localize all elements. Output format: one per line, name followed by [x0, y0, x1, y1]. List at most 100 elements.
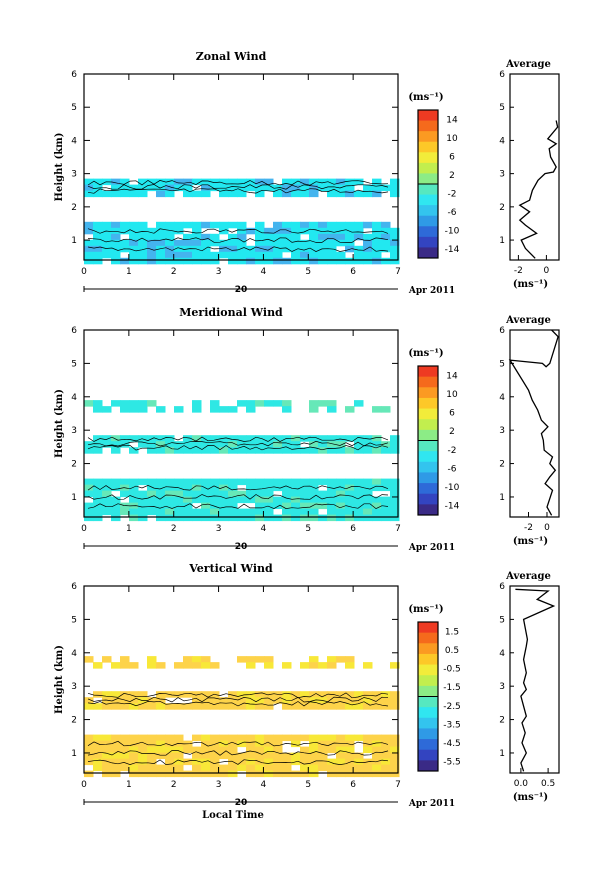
- heatmap-cell: [84, 703, 94, 710]
- heatmap-cell: [165, 740, 175, 748]
- heatmap-cell: [93, 245, 103, 253]
- heatmap-cell: [381, 227, 391, 235]
- heatmap-cell: [336, 656, 346, 663]
- heatmap-cell: [273, 245, 283, 253]
- heatmap-cell: [327, 239, 337, 247]
- heatmap-cell: [102, 740, 112, 748]
- colorbar-swatch: [418, 419, 438, 431]
- heatmap-cell: [228, 184, 238, 192]
- date-day: 20: [235, 798, 248, 808]
- heatmap-cell: [129, 257, 139, 265]
- colorbar-swatch: [418, 110, 438, 121]
- heatmap-cell: [210, 178, 220, 186]
- heatmap-cell: [237, 257, 247, 265]
- heatmap-cell: [291, 514, 301, 522]
- x-tick-label: 5: [305, 524, 311, 534]
- colorbar-swatch: [418, 247, 438, 259]
- heatmap-cell: [111, 691, 121, 698]
- heatmap-cell: [111, 746, 121, 754]
- heatmap-cell: [165, 239, 175, 247]
- heatmap-cell: [327, 184, 337, 192]
- heatmap-cell: [282, 508, 292, 516]
- heatmap-cell: [111, 662, 121, 669]
- heatmap-cell: [237, 178, 247, 186]
- heatmap-cell: [309, 221, 319, 229]
- heatmap-cell: [363, 190, 373, 198]
- heatmap-cell: [192, 478, 202, 486]
- heatmap-cell: [138, 703, 148, 710]
- heatmap-cell: [363, 496, 373, 504]
- colorbar-swatch: [418, 696, 438, 708]
- heatmap-cell: [165, 764, 175, 772]
- heatmap-cell: [102, 508, 112, 516]
- heatmap-cell: [93, 441, 103, 448]
- heatmap-cell: [327, 178, 337, 186]
- heatmap-cell: [372, 251, 382, 259]
- heatmap-cell: [309, 435, 319, 442]
- heatmap-cell: [84, 734, 94, 742]
- heatmap-cell: [255, 514, 265, 522]
- heatmap-cell: [309, 703, 319, 710]
- average-y-tick-label: 6: [499, 582, 505, 592]
- heatmap-cell: [300, 190, 310, 198]
- heatmap-cell: [138, 740, 148, 748]
- heatmap-cell: [264, 662, 274, 669]
- heatmap-cell: [129, 435, 139, 442]
- heatmap-cell: [372, 257, 382, 265]
- heatmap-cell: [228, 406, 238, 413]
- heatmap-cell: [156, 764, 166, 772]
- heatmap-cell: [120, 703, 130, 710]
- heatmap-cell: [300, 245, 310, 253]
- heatmap-cell: [84, 245, 94, 253]
- heatmap-cell: [291, 502, 301, 510]
- heatmap-cell: [255, 441, 265, 448]
- heatmap-cell: [129, 406, 139, 413]
- heatmap-cell: [318, 257, 328, 265]
- heatmap-cell: [93, 758, 103, 766]
- heatmap-cell: [165, 496, 175, 504]
- heatmap-cell: [201, 221, 211, 229]
- heatmap-cell: [93, 514, 103, 522]
- heatmap-cell: [93, 752, 103, 760]
- heatmap-cell: [318, 764, 328, 772]
- heatmap-cell: [120, 478, 130, 486]
- heatmap-cell: [165, 227, 175, 235]
- heatmap-cell: [192, 484, 202, 492]
- heatmap-cell: [93, 478, 103, 486]
- heatmap-cell: [282, 734, 292, 742]
- heatmap-cell: [147, 245, 157, 253]
- heatmap-cell: [309, 740, 319, 748]
- heatmap-cell: [336, 746, 346, 754]
- heatmap-cell: [363, 441, 373, 448]
- heatmap-cell: [84, 239, 94, 247]
- heatmap-cell: [120, 221, 130, 229]
- heatmap-cell: [111, 190, 121, 198]
- heatmap-cell: [165, 257, 175, 265]
- heatmap-cell: [129, 697, 139, 704]
- heatmap-cell: [129, 740, 139, 748]
- heatmap-cell: [174, 764, 184, 772]
- y-axis-label: Height (km): [54, 389, 65, 458]
- heatmap-cell: [255, 227, 265, 235]
- heatmap-cell: [147, 697, 157, 704]
- heatmap-cell: [282, 447, 292, 454]
- heatmap-cell: [300, 447, 310, 454]
- heatmap-cell: [192, 400, 202, 407]
- heatmap-cell: [354, 508, 364, 516]
- heatmap-cell: [390, 251, 400, 259]
- heatmap-cell: [255, 502, 265, 510]
- heatmap-cell: [255, 184, 265, 192]
- colorbar-swatch: [418, 141, 438, 153]
- heatmap-cell: [93, 502, 103, 510]
- heatmap-cell: [354, 703, 364, 710]
- heatmap-cell: [111, 740, 121, 748]
- heatmap-cell: [129, 245, 139, 253]
- heatmap-cell: [84, 178, 94, 186]
- heatmap-cell: [183, 257, 193, 265]
- heatmap-cell: [336, 770, 346, 778]
- heatmap-cell: [237, 184, 247, 192]
- heatmap-cell: [390, 764, 400, 772]
- average-x-tick-label: 0: [544, 523, 550, 533]
- heatmap-cell: [273, 239, 283, 247]
- y-tick-label: 4: [71, 649, 77, 659]
